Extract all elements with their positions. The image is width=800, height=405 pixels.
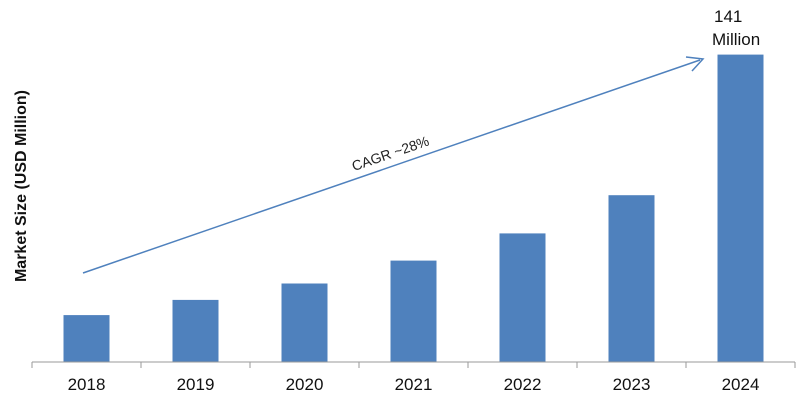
x-axis-ticks (31, 362, 796, 368)
bars-group (63, 54, 764, 362)
bar-2023 (608, 195, 655, 362)
cagr-arrow-head (685, 56, 705, 72)
x-tick-label-2020: 2020 (286, 375, 324, 394)
x-tick-label-2023: 2023 (613, 375, 651, 394)
cagr-label: CAGR ~28% (350, 133, 431, 174)
x-tick-label-2019: 2019 (177, 375, 215, 394)
x-tick-label-2021: 2021 (395, 375, 433, 394)
x-axis-labels: 2018 2019 2020 2021 2022 2023 2024 (68, 375, 760, 394)
x-tick-label-2018: 2018 (68, 375, 106, 394)
bar-2022 (499, 233, 546, 362)
last-value-annotation-line2: Million (712, 30, 760, 49)
cagr-arrow-line (82, 59, 701, 274)
bar-2020 (281, 283, 328, 362)
bar-2024 (717, 54, 764, 362)
bar-2021 (390, 260, 437, 362)
y-axis-label: Market Size (USD Million) (13, 90, 30, 282)
x-tick-label-2024: 2024 (722, 375, 760, 394)
bar-2018 (63, 315, 110, 362)
x-tick-label-2022: 2022 (504, 375, 542, 394)
last-value-annotation-line1: 141 (714, 7, 742, 26)
bar-2019 (172, 299, 219, 362)
